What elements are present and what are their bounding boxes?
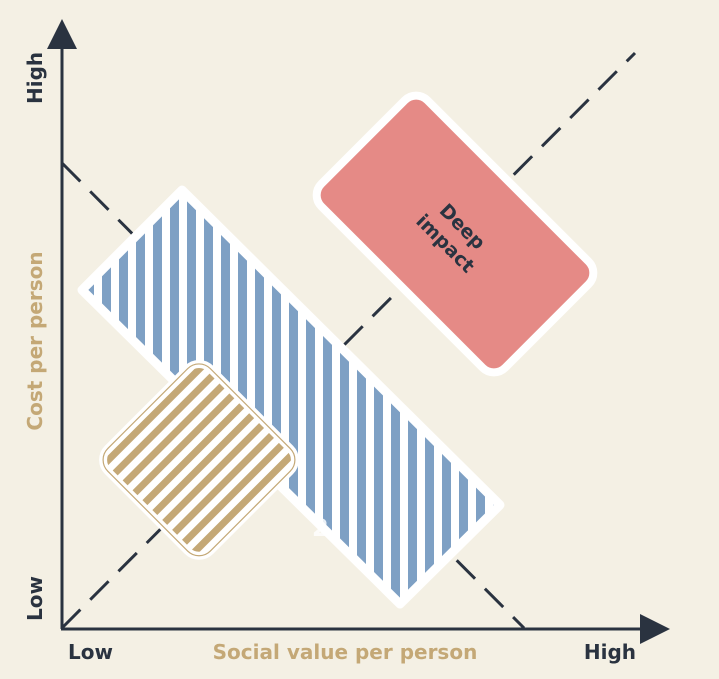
gold-band-group [99,359,299,560]
x-axis-low-label: Low [68,640,113,664]
y-axis-title: Cost per person [23,251,47,430]
y-axis-low-label: Low [23,576,47,621]
center-region-label: 2 [312,514,329,542]
y-axis-high-label: High [23,52,47,104]
blue-striped-region [77,185,505,609]
x-axis-high-label: High [584,640,636,664]
x-axis-title: Social value per person [213,640,478,664]
gold-diamond-outline [102,363,296,557]
deep-impact-group: Deep impact [312,91,598,377]
deep-impact-box [312,91,598,377]
dashed-line-rising [60,51,637,630]
blue-band-group [77,185,505,609]
